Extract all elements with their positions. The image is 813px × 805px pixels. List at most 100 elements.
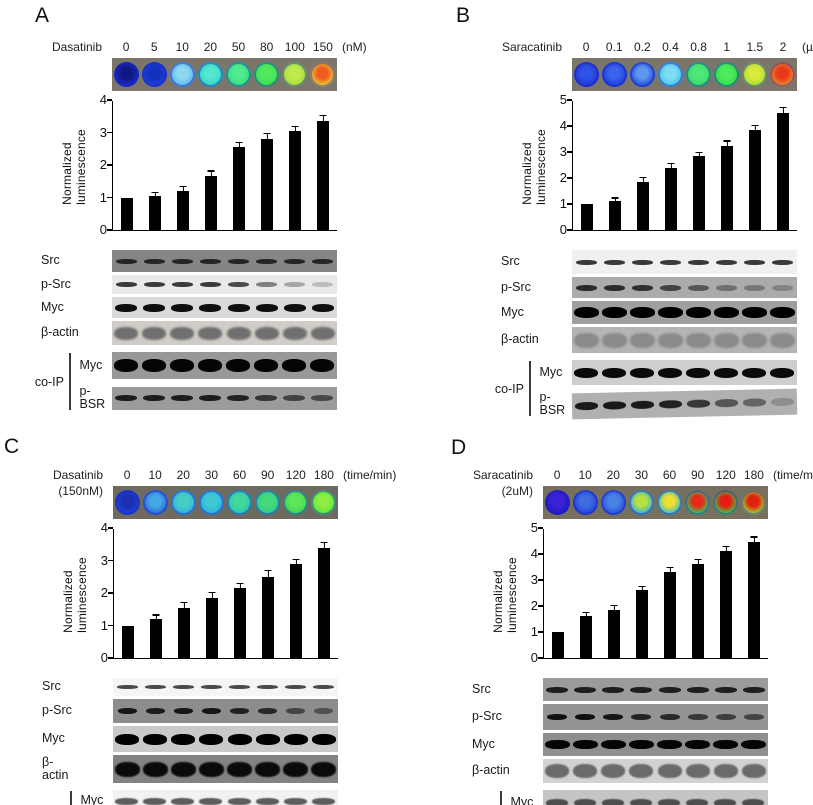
bar bbox=[664, 572, 676, 658]
blot-label: β-actin bbox=[501, 332, 539, 347]
bar bbox=[149, 195, 161, 230]
y-tick-mark bbox=[538, 657, 543, 659]
y-tick-label: 2 bbox=[100, 585, 108, 600]
blot-label: Myc bbox=[80, 793, 104, 805]
blot-row: β- actin bbox=[28, 755, 400, 783]
blot-label: Myc bbox=[501, 304, 524, 319]
blot-label: Src bbox=[472, 681, 491, 696]
protein-band bbox=[254, 359, 279, 372]
protein-band bbox=[603, 259, 625, 265]
dose-label: 2 bbox=[779, 40, 787, 54]
error-bar bbox=[723, 140, 731, 146]
blot-lane bbox=[599, 714, 627, 720]
dose-label: 0 bbox=[582, 40, 590, 54]
protein-band bbox=[602, 401, 626, 410]
blot-section: Src p-Src Myc β-actin bbox=[487, 250, 813, 353]
blot-lane bbox=[113, 685, 141, 689]
y-tick-mark bbox=[567, 229, 572, 231]
bar-chart: Normalized luminescence 0 1 2 3 4 5 bbox=[458, 520, 813, 669]
dose-row: Dasatinib 0 5 10 20 50 80 100 150 (nM) bbox=[27, 40, 399, 56]
blot-lane bbox=[684, 764, 712, 778]
luminescence-well bbox=[712, 490, 738, 515]
error-bar bbox=[180, 601, 188, 608]
y-axis-label: Normalized luminescence bbox=[61, 557, 89, 633]
luminescence-well bbox=[602, 62, 628, 87]
blot-lane bbox=[140, 326, 168, 340]
dose-label: 150 bbox=[312, 40, 333, 54]
dose-label: 0.1 bbox=[605, 40, 623, 54]
protein-band bbox=[573, 332, 599, 348]
blot-lane bbox=[310, 733, 338, 745]
dose-unit: (time/min) bbox=[343, 468, 397, 482]
error-bar-line bbox=[267, 569, 269, 577]
blot-lane bbox=[168, 326, 196, 340]
bar bbox=[177, 191, 189, 230]
protein-band bbox=[314, 708, 334, 714]
luminescence-well bbox=[226, 490, 252, 515]
bar-column bbox=[197, 101, 225, 230]
blot-lane bbox=[281, 797, 309, 805]
blot-lane bbox=[196, 395, 224, 402]
blot-lane bbox=[280, 395, 308, 402]
dose-label: 50 bbox=[231, 40, 246, 54]
luminescence-well bbox=[170, 62, 196, 87]
blot-lane bbox=[741, 332, 769, 348]
blot-lane bbox=[543, 740, 571, 749]
well-slot bbox=[600, 490, 628, 515]
blot-strip bbox=[112, 790, 338, 805]
blot-lane bbox=[168, 258, 196, 264]
luminescence-well bbox=[143, 490, 169, 515]
protein-band bbox=[169, 359, 194, 372]
bar-column bbox=[225, 101, 253, 230]
protein-band bbox=[714, 799, 737, 805]
bar-chart-plot: 0 1 2 3 4 bbox=[100, 92, 337, 237]
protein-band bbox=[227, 733, 252, 745]
blot-lane bbox=[656, 686, 684, 693]
blot-label: Myc bbox=[79, 357, 103, 372]
blot-lane bbox=[600, 367, 628, 378]
blot-row: Src bbox=[27, 250, 399, 272]
bar-column bbox=[657, 101, 685, 230]
error-bar bbox=[236, 582, 244, 589]
blot-strip bbox=[112, 297, 337, 318]
blot-lane bbox=[281, 326, 309, 340]
protein-band bbox=[173, 708, 193, 714]
error-bar-line bbox=[753, 536, 755, 543]
panel-letter-D: D bbox=[451, 436, 467, 459]
blot-lane bbox=[768, 367, 796, 378]
error-bar-line bbox=[642, 176, 644, 182]
error-bar-line bbox=[210, 170, 212, 177]
error-bar bbox=[638, 585, 646, 591]
bar-column bbox=[170, 529, 198, 658]
protein-band bbox=[143, 797, 167, 805]
bar-chart: Normalized luminescence 0 1 2 3 4 5 bbox=[487, 92, 813, 241]
error-bar-cap bbox=[723, 140, 731, 142]
blot-label: Src bbox=[501, 254, 520, 269]
bar-column bbox=[684, 529, 712, 658]
blot-lane bbox=[226, 761, 254, 777]
bar bbox=[150, 619, 162, 658]
error-bar-cap bbox=[667, 163, 675, 165]
luminescence-well bbox=[741, 62, 767, 87]
dose-label: 180 bbox=[743, 468, 764, 482]
luminescence-well bbox=[142, 62, 168, 87]
blot-lane bbox=[571, 686, 599, 693]
blot-lane bbox=[628, 332, 656, 348]
bar-column bbox=[601, 101, 629, 230]
blot-strip bbox=[111, 352, 337, 379]
protein-band bbox=[714, 399, 738, 408]
luminescence-well bbox=[656, 490, 682, 515]
error-bar bbox=[611, 197, 619, 202]
well-slot bbox=[198, 490, 226, 515]
y-tick-mark bbox=[538, 527, 543, 529]
protein-band bbox=[283, 797, 307, 805]
protein-band bbox=[117, 708, 137, 714]
well-strip-image bbox=[113, 486, 338, 519]
y-tick-label: 4 bbox=[559, 118, 567, 133]
y-tick-mark bbox=[538, 631, 543, 633]
blot-lane bbox=[141, 708, 169, 714]
blot-lane bbox=[225, 326, 253, 340]
blot-lane bbox=[113, 708, 141, 714]
y-tick-mark bbox=[108, 527, 113, 529]
blot-lane bbox=[543, 764, 571, 778]
